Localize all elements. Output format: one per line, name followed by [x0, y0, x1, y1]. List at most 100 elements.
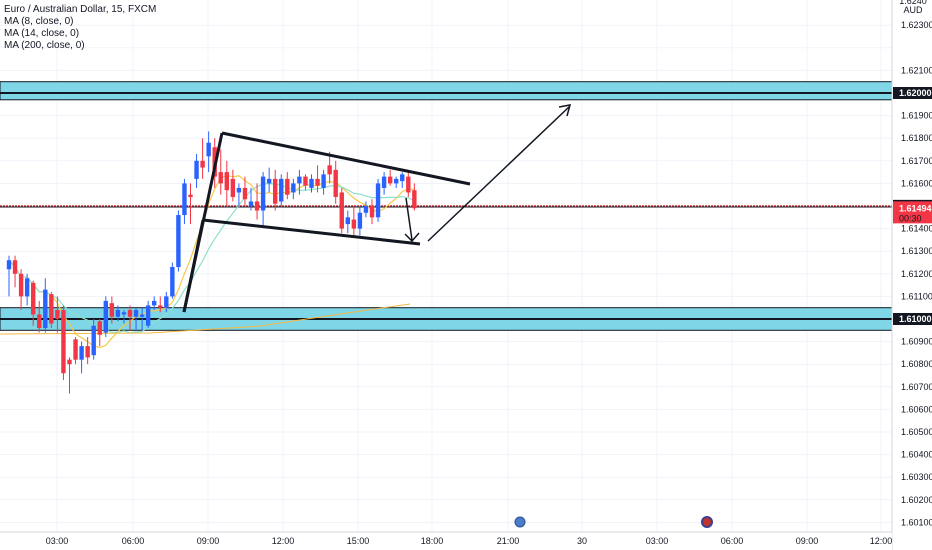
candle-body[interactable]: [242, 187, 248, 200]
candle-body[interactable]: [139, 314, 145, 317]
candle-body[interactable]: [73, 339, 78, 360]
candle-body[interactable]: [357, 212, 363, 229]
candle-body[interactable]: [103, 300, 108, 333]
price-tick-label: 1.61700: [901, 156, 932, 166]
candle-body[interactable]: [285, 178, 290, 195]
candle-body[interactable]: [254, 201, 260, 211]
flag-event-icon[interactable]: [701, 516, 713, 528]
flag-lower-connector[interactable]: [182, 219, 205, 313]
candle-body[interactable]: [158, 305, 163, 308]
candle-body[interactable]: [91, 325, 96, 356]
candle-body[interactable]: [387, 176, 393, 184]
price-tick-label: 1.61900: [901, 111, 932, 121]
candle-body[interactable]: [24, 278, 30, 297]
candle-body[interactable]: [55, 309, 60, 319]
candle-body[interactable]: [49, 294, 54, 324]
candle-body[interactable]: [363, 206, 369, 213]
candle-body[interactable]: [200, 160, 205, 168]
time-tick-label: 12:00: [272, 536, 295, 546]
price-tick-label: 1.61400: [901, 224, 932, 234]
price-tick-label: 1.60300: [901, 472, 932, 482]
candle-body[interactable]: [273, 178, 278, 204]
candle-body[interactable]: [236, 187, 242, 193]
candle-body[interactable]: [333, 169, 338, 197]
candle-body[interactable]: [230, 178, 236, 197]
time-tick-label: 06:00: [721, 536, 744, 546]
candle-body[interactable]: [218, 172, 223, 184]
ma14-label[interactable]: MA (14, close, 0): [4, 28, 80, 39]
last-price-tag[interactable]: 1.61494: [899, 203, 932, 213]
candle-body[interactable]: [79, 346, 84, 360]
economic-event-icon[interactable]: [514, 516, 526, 528]
candle-body[interactable]: [224, 172, 229, 191]
ma8-line: [8, 174, 415, 349]
candle-body[interactable]: [303, 176, 308, 186]
candle-body[interactable]: [43, 289, 48, 329]
candle-body[interactable]: [127, 309, 133, 317]
candle-body[interactable]: [321, 174, 326, 188]
candle-body[interactable]: [18, 273, 24, 297]
candle-body[interactable]: [145, 305, 151, 326]
candle-body[interactable]: [188, 194, 193, 197]
candle-body[interactable]: [170, 267, 175, 297]
candle-body[interactable]: [152, 300, 157, 306]
ma200-label[interactable]: MA (200, close, 0): [4, 40, 85, 51]
candle-body[interactable]: [115, 309, 121, 317]
candle-body[interactable]: [176, 215, 181, 268]
candle-body[interactable]: [133, 309, 139, 317]
candle-body[interactable]: [315, 178, 320, 186]
candle-body[interactable]: [12, 260, 18, 274]
zone-1[interactable]: [0, 81, 893, 101]
price-tick-label: 1.60200: [901, 495, 932, 505]
flag-lower-trendline[interactable]: [202, 218, 421, 246]
candle-body[interactable]: [37, 314, 42, 329]
candle-body[interactable]: [327, 165, 332, 175]
candle-body[interactable]: [182, 183, 187, 216]
price-tick-label: 1.61800: [901, 133, 932, 143]
up-arrow-icon[interactable]: [427, 104, 572, 242]
time-tick-label: 15:00: [347, 536, 370, 546]
candle-body[interactable]: [351, 219, 357, 229]
candle-body[interactable]: [260, 176, 266, 211]
ma8-label[interactable]: MA (8, close, 0): [4, 16, 74, 27]
candle-body[interactable]: [309, 178, 314, 188]
candle-body[interactable]: [381, 176, 387, 188]
candle-body[interactable]: [375, 183, 381, 218]
price-tick-label: 1.62100: [901, 65, 932, 75]
candle-body[interactable]: [400, 174, 405, 182]
candle-body[interactable]: [339, 192, 344, 229]
candle-body[interactable]: [297, 176, 302, 184]
candle-body[interactable]: [248, 201, 254, 206]
symbol-title[interactable]: Euro / Australian Dollar, 15, FXCM: [4, 4, 157, 15]
candle-body[interactable]: [31, 282, 36, 315]
candle-body[interactable]: [394, 178, 399, 184]
time-axis[interactable]: 03:00 06:00 09:00 12:00 15:00 18:00 21:00 30 03:…: [0, 531, 892, 550]
price-tag-upper[interactable]: 1.62000: [899, 88, 932, 98]
price-tick-label: 1.61300: [901, 246, 932, 256]
candle-body[interactable]: [85, 346, 90, 358]
candle-body[interactable]: [369, 206, 375, 218]
candle-body[interactable]: [412, 190, 417, 209]
candle-body[interactable]: [109, 303, 115, 317]
candle-body[interactable]: [266, 178, 272, 184]
candle-body[interactable]: [406, 176, 411, 193]
price-tag-lower[interactable]: 1.61000: [899, 314, 932, 324]
down-arrow-icon[interactable]: [404, 197, 420, 243]
candle-body[interactable]: [345, 217, 350, 225]
candle-body[interactable]: [61, 309, 66, 374]
candle-body[interactable]: [164, 296, 169, 308]
candle-body[interactable]: [206, 142, 211, 157]
flag-upper-trendline[interactable]: [221, 131, 471, 186]
candle-body[interactable]: [6, 260, 12, 270]
candle-body[interactable]: [97, 321, 102, 335]
candle-body[interactable]: [194, 160, 199, 179]
candle-body[interactable]: [279, 178, 284, 202]
candle-body[interactable]: [67, 359, 72, 365]
price-axis-top-label: 1.6240: [899, 0, 927, 6]
candle-body[interactable]: [121, 312, 127, 315]
candlestick-series: [6, 131, 417, 394]
candle-body[interactable]: [291, 183, 296, 193]
price-tick-label: 1.61200: [901, 269, 932, 279]
